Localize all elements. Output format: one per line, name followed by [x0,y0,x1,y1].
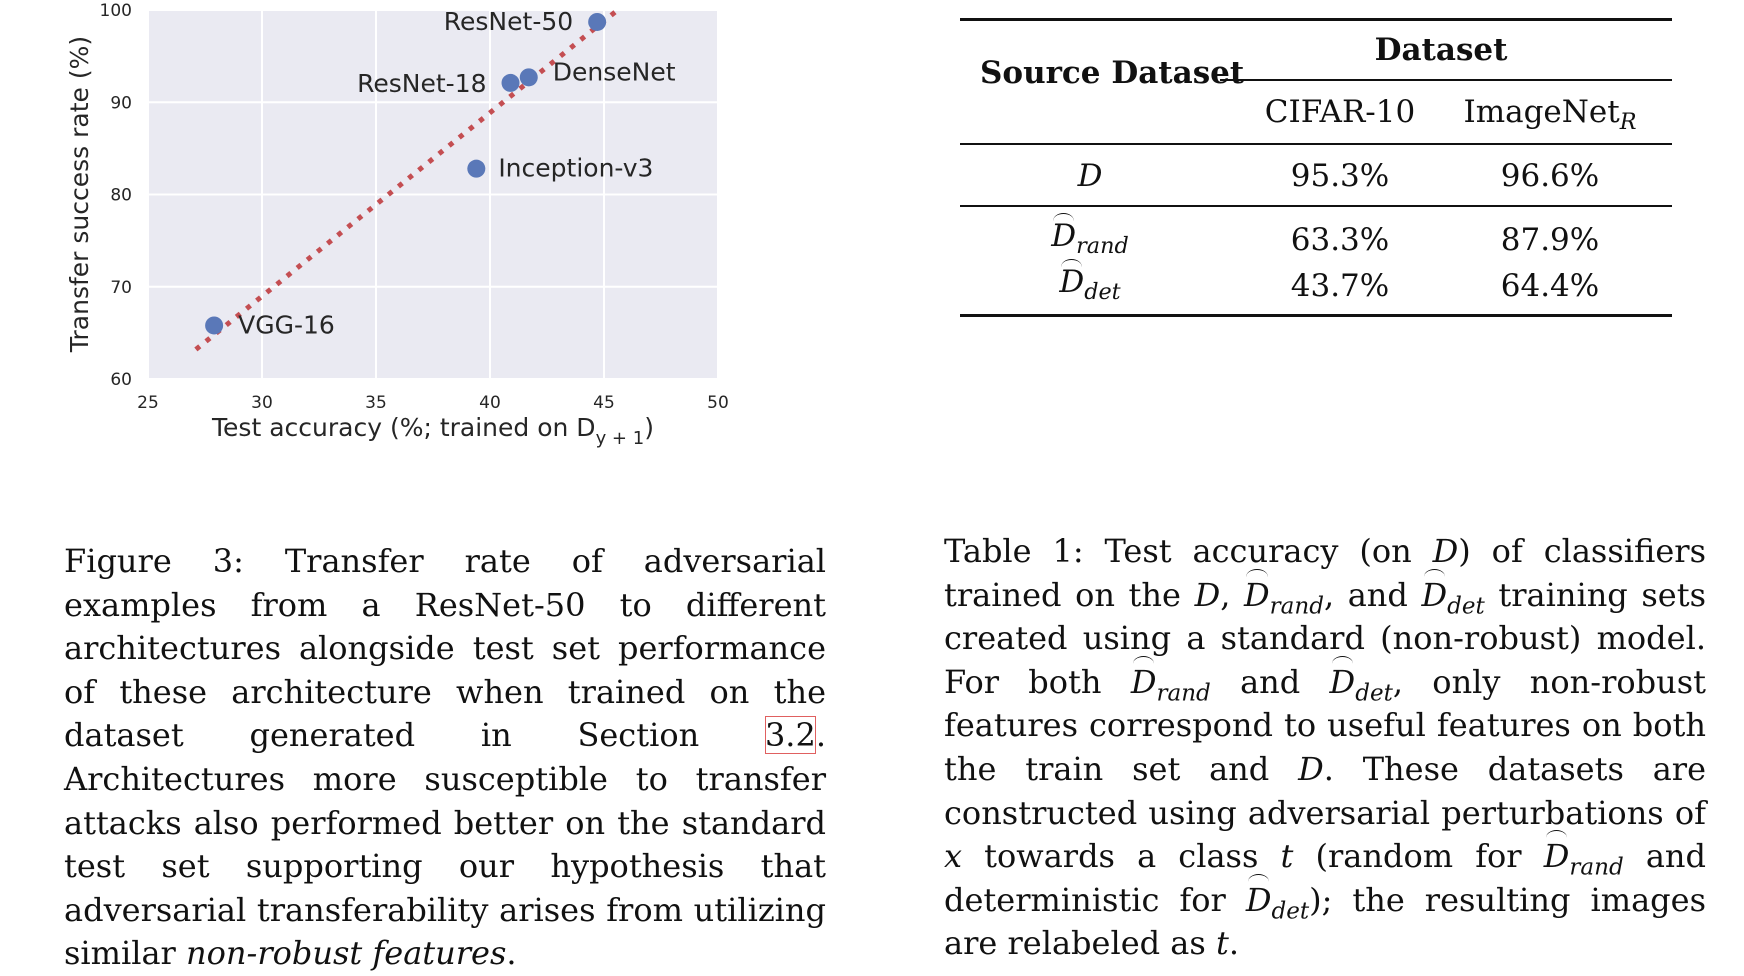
row-d-imagenet: 96.6% [1500,158,1600,194]
row-ddet-cifar: 43.7% [1290,268,1390,304]
point-densenet [519,68,538,87]
figure-caption: Figure 3: Transfer rate of adversarial e… [64,542,826,973]
row-drand-label: Drand [1051,213,1129,260]
y-axis-label: Transfer success rate (%) [65,36,94,353]
row-ddet-label: Ddet [1059,259,1121,306]
row-ddet-imagenet: 64.4% [1500,268,1600,304]
row-d-label: D [1077,158,1103,194]
label-resnet-50: ResNet-50 [444,7,573,36]
x-tick-label: 50 [707,393,729,413]
header-source-dataset: Source Dataset [980,55,1245,91]
x-tick-label: 35 [365,393,387,413]
header-cifar10: CIFAR-10 [1264,94,1416,130]
row-drand-imagenet: 87.9% [1500,222,1600,258]
row-d-cifar: 95.3% [1290,158,1390,194]
y-tick-label: 100 [100,1,132,21]
table-caption: Table 1: Test accuracy (on D) of classif… [944,532,1707,963]
y-tick-label: 70 [110,278,132,298]
label-vgg-16: VGG-16 [238,310,335,339]
label-inception-v3: Inception-v3 [498,154,653,183]
x-tick-label: 25 [137,393,159,413]
row-drand-cifar: 63.3% [1290,222,1390,258]
section-ref-link[interactable]: 3.2 [764,716,816,755]
header-dataset: Dataset [1374,32,1508,68]
x-tick-label: 45 [593,393,615,413]
y-tick-label: 80 [110,186,132,206]
grid-lines [147,9,719,380]
point-vgg-16 [205,316,224,335]
point-inception-v3 [467,159,486,178]
point-labels: ResNet-50 ResNet-18 DenseNet Inception-v3 VG… [238,7,676,340]
label-densenet: DenseNet [553,57,676,86]
data-points [205,12,607,335]
x-tick-label: 30 [251,393,273,413]
x-tick-label: 40 [479,393,501,413]
point-resnet-18 [501,73,520,92]
point-resnet-50 [588,12,607,31]
x-axis-label: Test accuracy (%; trained on Dy + 1) [211,413,654,449]
y-tick-label: 90 [110,93,132,113]
header-imagenet-r: ImageNetR [1463,94,1637,136]
label-resnet-18: ResNet-18 [357,69,486,98]
tick-labels: 25 30 35 40 45 50 60 70 80 90 100 [100,1,729,413]
y-tick-label: 60 [110,370,132,390]
